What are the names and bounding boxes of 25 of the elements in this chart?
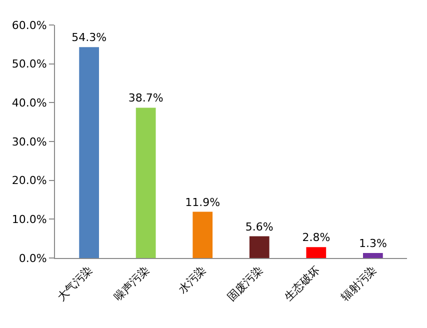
y-tick-label: 40.0% bbox=[12, 96, 47, 110]
data-label: 11.9% bbox=[185, 196, 220, 209]
bar bbox=[136, 108, 156, 258]
bar bbox=[79, 47, 99, 258]
x-tick-label: 大气污染 bbox=[54, 264, 96, 304]
bar bbox=[192, 212, 213, 258]
x-tick-label: 生态破坏 bbox=[282, 264, 322, 304]
y-tick-label: 60.0% bbox=[12, 18, 47, 32]
bar bbox=[306, 247, 326, 258]
y-tick-label: 50.0% bbox=[12, 58, 47, 71]
data-label: 2.8% bbox=[302, 231, 330, 244]
bar bbox=[249, 236, 270, 258]
x-tick-label: 水污染 bbox=[176, 264, 209, 296]
y-tick-label: 0.0% bbox=[18, 252, 47, 265]
x-tick-label: 辐射污染 bbox=[338, 264, 379, 304]
data-label: 54.3% bbox=[72, 31, 107, 44]
y-tick-label: 10.0% bbox=[12, 213, 47, 226]
x-tick-label: 固废污染 bbox=[225, 264, 266, 304]
data-label: 38.7% bbox=[128, 92, 164, 105]
y-tick-label: 30.0% bbox=[12, 135, 47, 148]
x-tick-label: 噪声污染 bbox=[112, 264, 152, 304]
y-tick-label: 20.0% bbox=[12, 174, 47, 188]
bar bbox=[363, 252, 383, 258]
data-label: 5.6% bbox=[245, 220, 274, 234]
data-label: 1.3% bbox=[358, 236, 387, 250]
